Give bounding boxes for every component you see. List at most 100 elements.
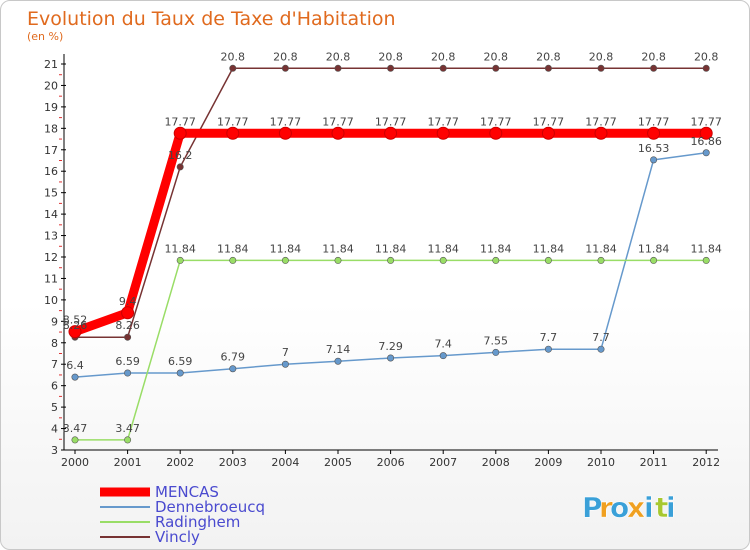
x-tick-label: 2002 <box>166 456 194 469</box>
data-point-vincly <box>597 64 605 72</box>
data-label-dennebroeucq: 7.29 <box>378 340 403 353</box>
data-label-mencas: 17.77 <box>690 115 722 128</box>
chart-title: Evolution du Taux de Taxe d'Habitation <box>27 8 396 30</box>
data-label-dennebroeucq: 7.55 <box>484 334 509 347</box>
data-label-mencas: 17.77 <box>638 115 670 128</box>
data-label-mencas: 17.77 <box>585 115 617 128</box>
data-point-dennebroeucq <box>702 149 710 157</box>
data-label-dennebroeucq: 16.86 <box>690 135 722 148</box>
data-point-radinghem <box>492 256 500 264</box>
legend-label-mencas: MENCAS <box>155 483 219 501</box>
data-point-mencas <box>121 306 135 320</box>
data-point-mencas <box>173 126 187 140</box>
x-tick-label: 2005 <box>324 456 352 469</box>
data-label-vincly: 20.8 <box>378 50 403 63</box>
data-point-mencas <box>699 126 713 140</box>
data-point-vincly <box>492 64 500 72</box>
y-tick-label: 13 <box>44 230 58 243</box>
brand-letter: i <box>666 491 676 524</box>
data-label-radinghem: 11.84 <box>427 242 459 255</box>
data-point-mencas <box>226 126 240 140</box>
data-point-dennebroeucq <box>229 365 237 373</box>
data-label-mencas: 8.52 <box>63 314 88 327</box>
data-point-dennebroeucq <box>492 348 500 356</box>
x-tick-label: 2000 <box>61 456 89 469</box>
data-point-radinghem <box>229 256 237 264</box>
data-point-mencas <box>647 126 661 140</box>
y-tick-label: 8 <box>51 337 58 350</box>
y-tick-label: 3 <box>51 444 58 457</box>
data-point-vincly <box>334 64 342 72</box>
x-tick-label: 2004 <box>271 456 299 469</box>
data-point-mencas <box>541 126 555 140</box>
data-label-dennebroeucq: 7.7 <box>592 331 610 344</box>
data-label-dennebroeucq: 7 <box>282 346 289 359</box>
data-label-radinghem: 11.84 <box>585 242 617 255</box>
data-label-radinghem: 11.84 <box>638 242 670 255</box>
data-point-dennebroeucq <box>544 345 552 353</box>
x-tick-label: 2008 <box>482 456 510 469</box>
data-point-dennebroeucq <box>71 373 79 381</box>
data-label-mencas: 17.77 <box>270 115 302 128</box>
y-tick-label: 11 <box>44 272 58 285</box>
data-point-radinghem <box>650 256 658 264</box>
data-label-radinghem: 11.84 <box>533 242 565 255</box>
data-point-vincly <box>176 163 184 171</box>
series-line-mencas <box>70 128 711 337</box>
data-point-radinghem <box>702 256 710 264</box>
y-tick-label: 5 <box>51 401 58 414</box>
data-label-dennebroeucq: 7.4 <box>434 338 452 351</box>
x-tick-label: 2012 <box>692 456 720 469</box>
y-tick-label: 12 <box>44 251 58 264</box>
data-label-radinghem: 11.84 <box>164 242 196 255</box>
data-point-radinghem <box>597 256 605 264</box>
x-tick-label: 2009 <box>534 456 562 469</box>
x-tick-label: 2007 <box>429 456 457 469</box>
legend-label-radinghem: Radinghem <box>155 513 240 531</box>
data-label-vincly: 8.26 <box>115 319 140 332</box>
brand-letter: t <box>655 491 668 524</box>
data-point-radinghem <box>387 256 395 264</box>
data-point-mencas <box>594 126 608 140</box>
y-tick-label: 16 <box>44 165 58 178</box>
data-point-radinghem <box>71 436 79 444</box>
data-label-radinghem: 11.84 <box>480 242 512 255</box>
y-tick-label: 14 <box>44 208 58 221</box>
data-label-mencas: 17.77 <box>322 115 354 128</box>
data-point-radinghem <box>281 256 289 264</box>
data-label-vincly: 20.8 <box>589 50 614 63</box>
legend-label-dennebroeucq: Dennebroeucq <box>155 498 265 516</box>
data-label-mencas: 17.77 <box>217 115 249 128</box>
data-point-mencas <box>384 126 398 140</box>
data-label-dennebroeucq: 7.14 <box>326 343 351 356</box>
x-tick-label: 2011 <box>640 456 668 469</box>
data-label-radinghem: 11.84 <box>322 242 354 255</box>
data-point-radinghem <box>334 256 342 264</box>
data-label-dennebroeucq: 6.59 <box>115 355 140 368</box>
data-label-mencas: 9.4 <box>119 295 137 308</box>
y-tick-label: 4 <box>51 423 58 436</box>
data-label-radinghem: 11.84 <box>217 242 249 255</box>
data-label-vincly: 20.8 <box>694 50 719 63</box>
y-tick-label: 9 <box>51 315 58 328</box>
data-point-dennebroeucq <box>650 156 658 164</box>
data-label-dennebroeucq: 6.4 <box>66 359 84 372</box>
data-point-dennebroeucq <box>334 357 342 365</box>
data-label-vincly: 16.2 <box>168 149 193 162</box>
brand-letter: P <box>582 491 603 524</box>
data-label-mencas: 17.77 <box>427 115 459 128</box>
y-tick-label: 10 <box>44 294 58 307</box>
data-point-vincly <box>229 64 237 72</box>
data-label-radinghem: 11.84 <box>690 242 722 255</box>
data-label-radinghem: 3.47 <box>63 422 88 435</box>
data-point-vincly <box>124 333 132 341</box>
data-point-vincly <box>281 64 289 72</box>
data-label-radinghem: 11.84 <box>375 242 407 255</box>
data-point-dennebroeucq <box>281 360 289 368</box>
data-label-vincly: 20.8 <box>536 50 561 63</box>
data-label-vincly: 20.8 <box>326 50 351 63</box>
y-tick-label: 7 <box>51 358 58 371</box>
